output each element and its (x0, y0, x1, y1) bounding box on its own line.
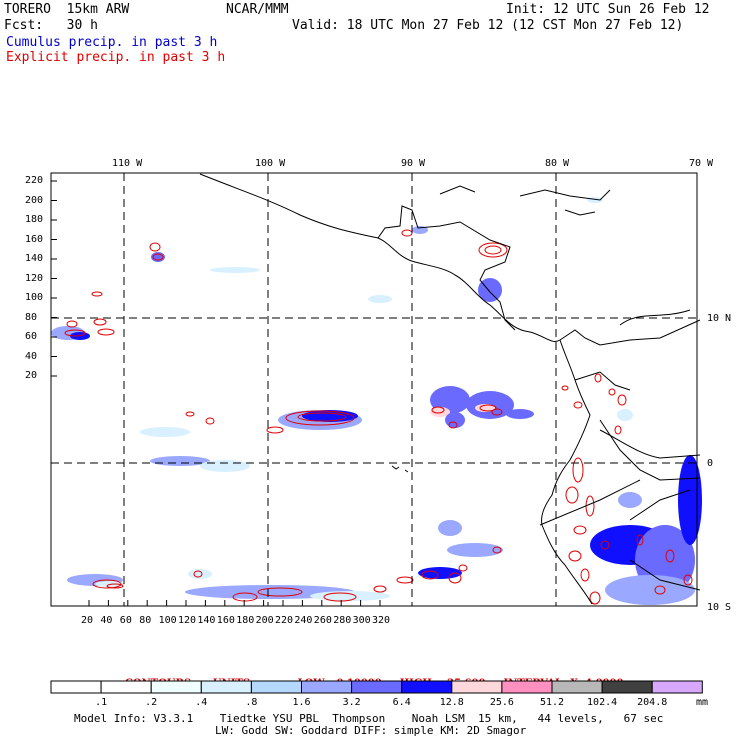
x-tick-label: 100 (158, 615, 177, 626)
lon-label-100w: 100 W (255, 158, 286, 169)
lat-label-0: 0 (707, 458, 714, 469)
lat-label-10n: 10 N (707, 313, 732, 324)
y-tick-label: 100 (25, 292, 44, 303)
y-tick-label: 140 (25, 253, 44, 264)
colorbar-label: 51.2 (539, 697, 565, 708)
model-info-line1: Model Info: V3.3.1 Tiedtke YSU PBL Thomp… (74, 712, 664, 725)
colorbar-label: 6.4 (392, 697, 411, 708)
x-tick-label: 120 (178, 615, 197, 626)
x-tick-label: 140 (197, 615, 216, 626)
x-tick-label: 200 (255, 615, 274, 626)
model-info-line2: LW: Godd SW: Goddard DIFF: simple KM: 2D… (215, 724, 527, 737)
colorbar-label: 102.4 (587, 697, 618, 708)
field-label-explicit: Explicit precip. in past 3 h (6, 50, 226, 65)
y-tick-label: 220 (25, 175, 44, 186)
colorbar-swatch (601, 680, 653, 694)
axis-ticks (51, 180, 381, 606)
map-frame (50, 172, 698, 607)
forecast-hour: Fcst: 30 h (4, 18, 98, 33)
x-tick-label: 160 (216, 615, 235, 626)
y-tick-label: 160 (25, 233, 44, 245)
valid-time: Valid: 18 UTC Mon 27 Feb 12 (12 CST Mon … (292, 18, 684, 33)
x-tick-label: 280 (333, 615, 352, 626)
y-tick-label: 200 (25, 194, 44, 206)
colorbar-unit: mm (696, 697, 709, 708)
init-time: Init: 12 UTC Sun 26 Feb 12 (506, 2, 710, 17)
y-tick-label: 40 (25, 350, 38, 362)
colorbar-swatch (200, 680, 252, 694)
x-tick-label: 80 (139, 615, 152, 626)
x-tick-label: 300 (352, 615, 371, 626)
colorbar-swatch (150, 680, 202, 694)
colorbar-label: 1.6 (292, 697, 311, 708)
graticule (51, 173, 697, 606)
lon-label-70w: 70 W (689, 158, 714, 169)
colorbar-swatch (451, 680, 503, 694)
colorbar-swatch (250, 680, 302, 694)
y-tick-label: 80 (25, 311, 38, 323)
field-label-cumulus: Cumulus precip. in past 3 h (6, 35, 218, 50)
colorbar-label: 25.6 (489, 697, 514, 708)
colorbar-label: 12.8 (439, 697, 464, 708)
x-tick-label: 240 (294, 615, 313, 626)
x-tick-label: 60 (119, 615, 132, 626)
colorbar-label: .8 (245, 697, 258, 708)
lon-label-80w: 80 W (545, 158, 570, 169)
lat-label-10s: 10 S (707, 602, 732, 613)
lon-label-110w: 110 W (112, 158, 143, 169)
organization: NCAR/MMM (226, 2, 289, 17)
y-tick-label: 120 (25, 272, 44, 284)
colorbar-swatch (100, 680, 152, 694)
colorbar-swatch (351, 680, 403, 694)
colorbar-swatch (551, 680, 603, 694)
colorbar-label: 3.2 (342, 697, 361, 708)
model-name: TORERO 15km ARW (4, 2, 130, 17)
x-tick-label: 260 (313, 615, 332, 626)
colorbar-swatch (501, 680, 553, 694)
colorbar-swatch (651, 680, 703, 694)
colorbar-swatch (301, 680, 353, 694)
colorbar-label: .1 (95, 697, 108, 708)
colorbar-swatch (50, 680, 102, 694)
colorbar-label: 204.8 (637, 697, 668, 708)
x-tick-label: 40 (100, 615, 113, 626)
colorbar-label: .2 (145, 697, 158, 708)
x-tick-label: 320 (372, 615, 391, 626)
colorbar-label: .4 (195, 697, 208, 708)
lon-label-90w: 90 W (401, 158, 426, 169)
colorbar-swatch (401, 680, 453, 694)
x-tick-label: 220 (275, 615, 294, 626)
y-tick-label: 20 (25, 370, 38, 381)
y-tick-label: 180 (25, 214, 44, 225)
coastline (199, 173, 701, 605)
y-tick-label: 60 (25, 331, 38, 342)
x-tick-label: 180 (236, 615, 255, 626)
x-tick-label: 20 (81, 615, 94, 626)
